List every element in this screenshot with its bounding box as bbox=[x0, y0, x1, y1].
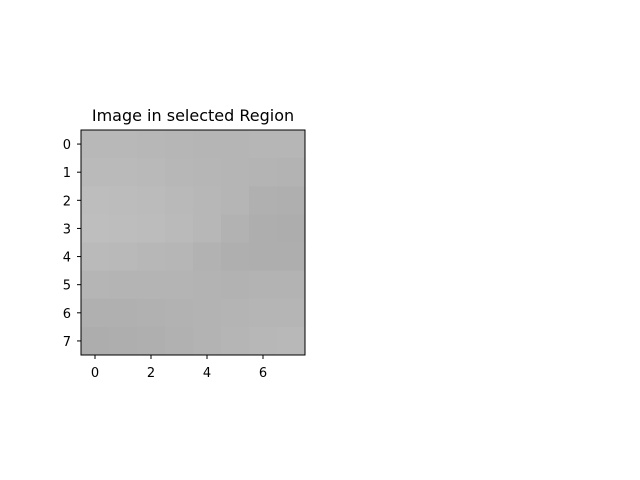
heatmap-cell-7-3 bbox=[165, 326, 194, 356]
heatmap-cell-4-5 bbox=[221, 242, 250, 272]
heatmap-cell-1-4 bbox=[193, 158, 222, 187]
heatmap-cell-4-6 bbox=[249, 242, 278, 272]
heatmap-cell-6-7 bbox=[277, 298, 306, 328]
heatmap-cell-2-0 bbox=[81, 186, 110, 215]
heatmap-cell-2-7 bbox=[277, 186, 306, 215]
heatmap-cell-3-4 bbox=[193, 214, 222, 244]
heatmap-cell-0-0 bbox=[81, 130, 110, 159]
y-tick-label-0: 0 bbox=[63, 138, 71, 153]
plot-frame bbox=[80, 129, 306, 356]
heatmap-cell-1-7 bbox=[277, 158, 306, 187]
heatmap-cell-3-3 bbox=[165, 214, 194, 244]
x-tick-label-2: 2 bbox=[147, 366, 155, 381]
heatmap-cell-0-2 bbox=[137, 130, 166, 159]
heatmap-cell-2-5 bbox=[221, 186, 250, 215]
heatmap-cell-3-0 bbox=[81, 214, 110, 244]
heatmap-cell-1-2 bbox=[137, 158, 166, 187]
heatmap-cell-7-2 bbox=[137, 326, 166, 356]
heatmap-cells bbox=[81, 130, 306, 356]
heatmap-cell-1-1 bbox=[109, 158, 138, 187]
heatmap-cell-0-4 bbox=[193, 130, 222, 159]
heatmap-cell-5-4 bbox=[193, 270, 222, 300]
heatmap-cell-5-0 bbox=[81, 270, 110, 300]
heatmap-cell-0-7 bbox=[277, 130, 306, 159]
heatmap-cell-1-3 bbox=[165, 158, 194, 187]
heatmap-cell-6-3 bbox=[165, 298, 194, 328]
heatmap-cell-0-6 bbox=[249, 130, 278, 159]
heatmap-cell-2-4 bbox=[193, 186, 222, 215]
x-tick-label-4: 4 bbox=[203, 366, 211, 381]
heatmap-cell-5-2 bbox=[137, 270, 166, 300]
heatmap-cell-3-6 bbox=[249, 214, 278, 244]
y-tick-label-3: 3 bbox=[63, 222, 71, 237]
y-tick-label-7: 7 bbox=[63, 335, 71, 350]
heatmap-cell-4-3 bbox=[165, 242, 194, 272]
heatmap-cell-7-5 bbox=[221, 326, 250, 356]
y-axis: 0 1 2 3 4 5 6 7 bbox=[63, 138, 81, 350]
x-tick-label-0: 0 bbox=[91, 366, 99, 381]
heatmap-cell-7-4 bbox=[193, 326, 222, 356]
x-tick-label-6: 6 bbox=[259, 366, 267, 381]
y-tick-label-2: 2 bbox=[63, 194, 71, 209]
heatmap-cell-1-5 bbox=[221, 158, 250, 187]
x-axis: 0 2 4 6 bbox=[91, 355, 267, 381]
heatmap-cell-0-1 bbox=[109, 130, 138, 159]
heatmap-cell-4-0 bbox=[81, 242, 110, 272]
heatmap-cell-0-5 bbox=[221, 130, 250, 159]
heatmap-cell-1-0 bbox=[81, 158, 110, 187]
heatmap-cell-5-1 bbox=[109, 270, 138, 300]
heatmap-cell-7-6 bbox=[249, 326, 278, 356]
heatmap-cell-1-6 bbox=[249, 158, 278, 187]
heatmap-cell-2-2 bbox=[137, 186, 166, 215]
heatmap-cell-6-0 bbox=[81, 298, 110, 328]
heatmap-cell-5-7 bbox=[277, 270, 306, 300]
heatmap-cell-6-2 bbox=[137, 298, 166, 328]
heatmap-cell-4-1 bbox=[109, 242, 138, 272]
heatmap-cell-5-5 bbox=[221, 270, 250, 300]
heatmap-cell-4-4 bbox=[193, 242, 222, 272]
heatmap-cell-2-1 bbox=[109, 186, 138, 215]
heatmap-cell-7-7 bbox=[277, 326, 306, 356]
y-tick-label-5: 5 bbox=[63, 279, 71, 294]
heatmap-cell-3-7 bbox=[277, 214, 306, 244]
heatmap-cell-6-1 bbox=[109, 298, 138, 328]
heatmap-cell-5-3 bbox=[165, 270, 194, 300]
y-tick-label-6: 6 bbox=[63, 307, 71, 322]
heatmap-cell-6-6 bbox=[249, 298, 278, 328]
heatmap-cell-0-3 bbox=[165, 130, 194, 159]
heatmap-cell-4-2 bbox=[137, 242, 166, 272]
chart-title: Image in selected Region bbox=[92, 106, 294, 125]
heatmap-cell-5-6 bbox=[249, 270, 278, 300]
heatmap-cell-2-6 bbox=[249, 186, 278, 215]
heatmap-cell-7-0 bbox=[81, 326, 110, 356]
heatmap-cell-4-7 bbox=[277, 242, 306, 272]
heatmap-cell-6-4 bbox=[193, 298, 222, 328]
heatmap-cell-3-5 bbox=[221, 214, 250, 244]
heatmap-cell-3-1 bbox=[109, 214, 138, 244]
y-tick-label-4: 4 bbox=[63, 251, 71, 266]
heatmap-cell-7-1 bbox=[109, 326, 138, 356]
heatmap-cell-2-3 bbox=[165, 186, 194, 215]
heatmap-cell-6-5 bbox=[221, 298, 250, 328]
heatmap-cell-3-2 bbox=[137, 214, 166, 244]
y-tick-label-1: 1 bbox=[63, 166, 71, 181]
